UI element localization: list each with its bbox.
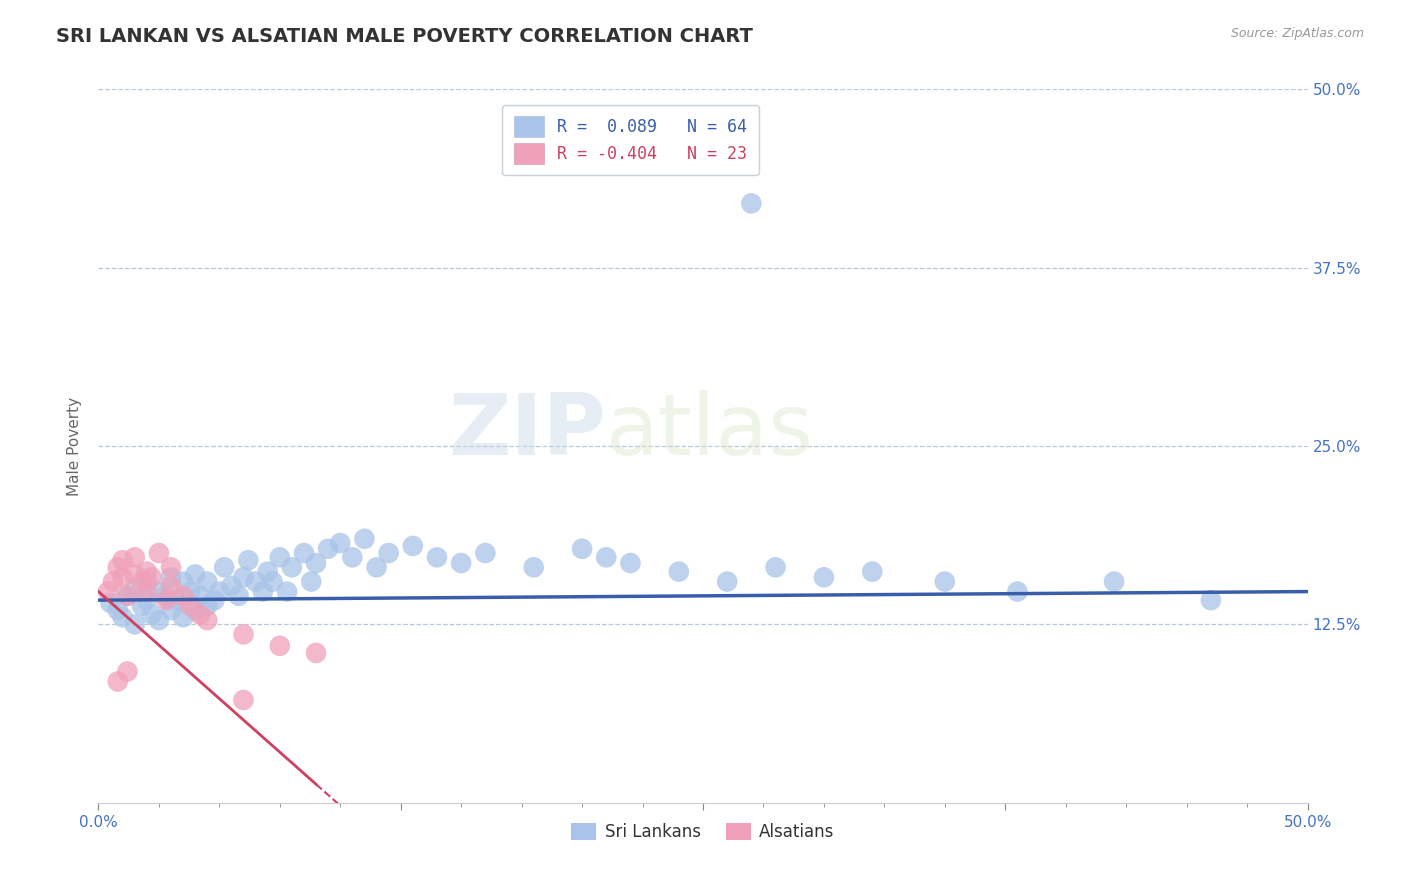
Point: [716, 574, 738, 589]
Point: [135, 593, 157, 607]
Point: [160, 603, 183, 617]
Point: [353, 532, 375, 546]
Point: [97, 584, 120, 599]
Point: [117, 665, 139, 679]
Point: [195, 599, 218, 613]
Point: [342, 550, 364, 565]
Point: [668, 565, 690, 579]
Point: [101, 574, 124, 589]
Point: [329, 536, 352, 550]
Point: [402, 539, 425, 553]
Point: [195, 613, 218, 627]
Point: [111, 553, 134, 567]
Point: [135, 574, 157, 589]
Point: [305, 646, 328, 660]
Text: atlas: atlas: [606, 390, 814, 474]
Point: [195, 574, 218, 589]
Point: [131, 574, 153, 589]
Point: [860, 565, 883, 579]
Point: [100, 596, 122, 610]
Point: [184, 603, 207, 617]
Point: [1007, 584, 1029, 599]
Point: [426, 550, 449, 565]
Point: [204, 593, 226, 607]
Point: [179, 599, 201, 613]
Point: [160, 579, 183, 593]
Point: [172, 610, 194, 624]
Point: [160, 560, 183, 574]
Point: [269, 639, 291, 653]
Point: [155, 593, 177, 607]
Y-axis label: Male Poverty: Male Poverty: [67, 396, 83, 496]
Point: [281, 560, 304, 574]
Point: [595, 550, 617, 565]
Point: [141, 570, 163, 584]
Point: [232, 570, 254, 584]
Point: [135, 565, 157, 579]
Point: [366, 560, 388, 574]
Point: [305, 556, 328, 570]
Point: [765, 560, 787, 574]
Point: [184, 567, 207, 582]
Point: [107, 603, 129, 617]
Legend: Sri Lankans, Alsatians: Sri Lankans, Alsatians: [565, 816, 841, 848]
Point: [179, 584, 201, 599]
Point: [474, 546, 496, 560]
Point: [276, 584, 298, 599]
Point: [165, 593, 187, 607]
Point: [232, 693, 254, 707]
Text: ZIP: ZIP: [449, 390, 606, 474]
Point: [377, 546, 399, 560]
Point: [148, 546, 170, 560]
Point: [1102, 574, 1125, 589]
Point: [124, 617, 146, 632]
Point: [813, 570, 835, 584]
Text: SRI LANKAN VS ALSATIAN MALE POVERTY CORRELATION CHART: SRI LANKAN VS ALSATIAN MALE POVERTY CORR…: [56, 27, 754, 45]
Point: [619, 556, 641, 570]
Point: [571, 541, 593, 556]
Point: [292, 546, 315, 560]
Point: [124, 582, 146, 596]
Point: [148, 584, 170, 599]
Point: [131, 599, 153, 613]
Point: [172, 574, 194, 589]
Point: [1199, 593, 1222, 607]
Point: [450, 556, 472, 570]
Point: [228, 589, 250, 603]
Point: [160, 570, 183, 584]
Point: [740, 196, 762, 211]
Point: [117, 589, 139, 603]
Point: [269, 550, 291, 565]
Point: [208, 584, 231, 599]
Point: [262, 574, 284, 589]
Point: [316, 541, 339, 556]
Point: [252, 584, 274, 599]
Point: [256, 565, 278, 579]
Point: [107, 560, 129, 574]
Point: [111, 610, 134, 624]
Point: [124, 567, 146, 582]
Point: [188, 589, 211, 603]
Point: [221, 579, 243, 593]
Point: [107, 674, 129, 689]
Point: [188, 607, 211, 622]
Point: [245, 574, 267, 589]
Point: [148, 613, 170, 627]
Point: [934, 574, 956, 589]
Point: [299, 574, 322, 589]
Point: [238, 553, 260, 567]
Point: [212, 560, 235, 574]
Point: [232, 627, 254, 641]
Point: [111, 570, 134, 584]
Point: [141, 607, 163, 622]
Point: [155, 589, 177, 603]
Point: [135, 584, 157, 599]
Text: Source: ZipAtlas.com: Source: ZipAtlas.com: [1230, 27, 1364, 40]
Point: [523, 560, 546, 574]
Point: [172, 589, 194, 603]
Point: [124, 550, 146, 565]
Point: [117, 589, 139, 603]
